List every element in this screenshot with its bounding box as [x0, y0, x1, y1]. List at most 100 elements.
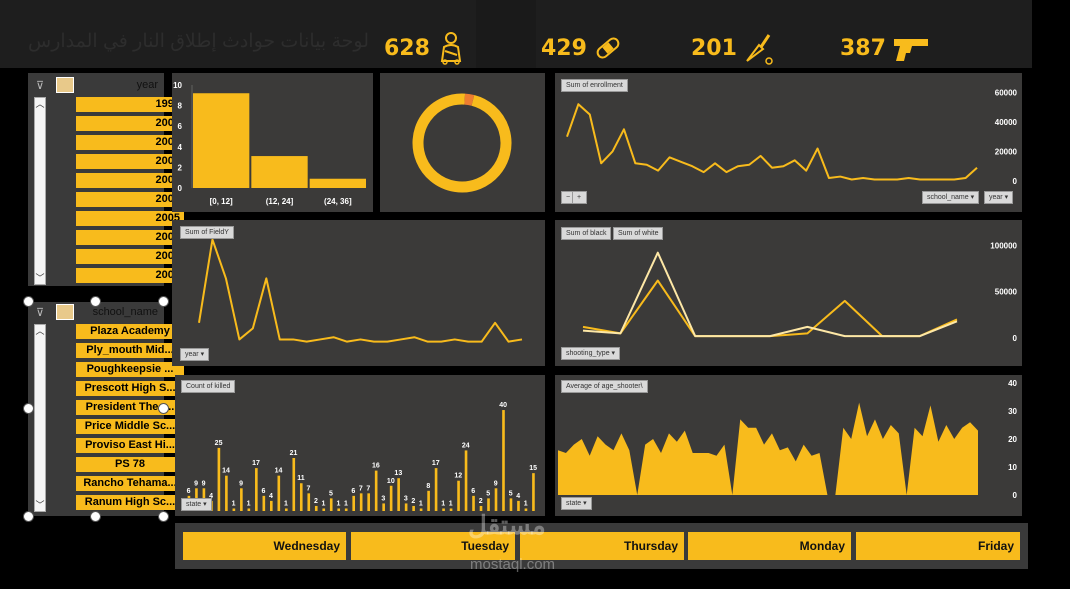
fieldy-title[interactable]: Sum of FieldY: [180, 226, 234, 239]
day-wednesday[interactable]: Wednesday: [183, 532, 346, 560]
kpi-gun-value: 387: [840, 35, 886, 61]
school-item[interactable]: President Theo...: [76, 400, 184, 415]
year-item[interactable]: 2006: [76, 230, 184, 245]
clear-filter-icon[interactable]: ⊽: [36, 80, 45, 92]
school-item[interactable]: Proviso East Hi...: [76, 438, 184, 453]
killed-title[interactable]: Count of killed: [181, 380, 236, 393]
year-item[interactable]: 2002: [76, 154, 184, 169]
resize-handle[interactable]: [23, 296, 34, 307]
killed-data-label: 3: [381, 495, 385, 502]
killed-data-label: 1: [232, 500, 236, 507]
hist-ytick: 10: [173, 81, 182, 90]
resize-handle[interactable]: [23, 403, 34, 414]
killed-bar: [277, 475, 281, 511]
school-item[interactable]: Prescott High S...: [76, 381, 184, 396]
killed-bar: [352, 495, 356, 511]
year-item[interactable]: 2004: [76, 192, 184, 207]
school-item[interactable]: Ply_mouth Mid...: [76, 343, 184, 358]
hist-ytick: 8: [178, 102, 183, 111]
black-white-panel[interactable]: Sum of black Sum of white shooting_type …: [555, 220, 1022, 366]
day-thursday[interactable]: Thursday: [520, 532, 684, 560]
bw-ytick: 0: [1013, 334, 1018, 343]
year-item[interactable]: 2000: [76, 116, 184, 131]
killed-filter-label: state: [186, 501, 202, 508]
series-line: [582, 251, 958, 338]
header-dark-block: [476, 0, 536, 68]
school-item[interactable]: PS 78: [76, 457, 184, 472]
day-tuesday[interactable]: Tuesday: [351, 532, 515, 560]
year-item[interactable]: 2007: [76, 249, 184, 264]
killed-data-label: 1: [344, 500, 348, 507]
histogram-panel[interactable]: 0 2 4 6 8 10 [0, 12] (12, 24] (24, 36]: [172, 73, 373, 212]
school-item[interactable]: Poughkeepsie ...: [76, 362, 184, 377]
age-state-filter-button[interactable]: state ▾: [561, 497, 592, 510]
enrollment-title[interactable]: Sum of enrollment: [561, 79, 628, 92]
killed-data-label: 25: [215, 440, 223, 447]
expand-button[interactable]: +: [572, 191, 587, 204]
year-filter-button[interactable]: year ▾: [984, 191, 1014, 204]
school-item[interactable]: Plaza Academy: [76, 324, 184, 339]
killed-data-label: 14: [222, 468, 230, 475]
day-friday[interactable]: Friday: [856, 532, 1020, 560]
enrollment-panel[interactable]: Sum of enrollment − + school_name ▾ year…: [555, 73, 1022, 212]
school-item[interactable]: Rancho Tehama...: [76, 476, 184, 491]
bw-ytick: 100000: [990, 241, 1017, 250]
killed-state-filter-button[interactable]: state ▾: [181, 498, 212, 511]
year-filter-label: year: [989, 194, 1003, 201]
killed-data-label: 5: [329, 490, 333, 497]
watermark-logo: مستقل: [468, 510, 546, 540]
scroll-up-icon[interactable]: ︿: [35, 99, 45, 109]
year-item[interactable]: 2003: [76, 173, 184, 188]
scroll-up-icon[interactable]: ︿: [35, 326, 45, 336]
killed-bar: [517, 500, 520, 511]
knife-icon: [746, 34, 773, 65]
resize-handle[interactable]: [158, 511, 169, 522]
multi-select-icon[interactable]: [56, 77, 74, 93]
year-item[interactable]: 2001: [76, 135, 184, 150]
year-item[interactable]: 2005: [76, 211, 184, 226]
killed-bar: [524, 508, 528, 511]
age-shooter-panel[interactable]: Average of age_shooter\ 0 10 20 30 40 state …: [555, 375, 1022, 516]
clear-filter-icon[interactable]: ⊽: [36, 307, 45, 319]
donut-slice: [464, 93, 475, 106]
killed-panel[interactable]: Count of killed 6 9 9 4 25 14 1 9 1 17 6 4 14 1 21 11 7 2…: [175, 375, 545, 516]
gun-icon: [893, 39, 928, 61]
year-item[interactable]: 1999: [76, 97, 184, 112]
age-shooter-title[interactable]: Average of age_shooter\: [561, 380, 648, 393]
resize-handle[interactable]: [158, 403, 169, 414]
killed-data-label: 17: [432, 460, 440, 467]
shooting-type-filter-button[interactable]: shooting_type ▾: [561, 347, 621, 360]
scroll-down-icon[interactable]: ﹀: [35, 500, 45, 510]
kpi-wounded: 429: [541, 30, 623, 66]
killed-bar: [472, 495, 475, 511]
killed-bar: [217, 447, 221, 511]
resize-handle[interactable]: [23, 511, 34, 522]
killed-bar: [367, 493, 370, 511]
year-slicer-scrollbar[interactable]: ︿ ﹀: [34, 97, 46, 285]
killed-data-label: 4: [269, 493, 273, 500]
legend-black[interactable]: Sum of black: [561, 227, 612, 240]
resize-handle[interactable]: [90, 296, 101, 307]
fieldy-filter-label: year: [185, 351, 199, 358]
fieldy-panel[interactable]: Sum of FieldY year ▾: [172, 220, 545, 366]
year-item[interactable]: 2008: [76, 268, 184, 283]
resize-handle[interactable]: [158, 296, 169, 307]
killed-data-label: 14: [275, 468, 283, 475]
school-slicer-scrollbar[interactable]: ︿ ﹀: [34, 324, 46, 512]
school-name-filter-button[interactable]: school_name ▾: [922, 191, 980, 204]
school-item[interactable]: Price Middle Sc...: [76, 419, 184, 434]
killed-bar: [337, 508, 341, 511]
killed-data-label: 4: [516, 493, 520, 500]
resize-handle[interactable]: [90, 511, 101, 522]
legend-white[interactable]: Sum of white: [613, 227, 664, 240]
killed-data-label: 17: [252, 460, 260, 467]
fieldy-year-filter-button[interactable]: year ▾: [180, 348, 210, 361]
school-item[interactable]: Ranum High Sc...: [76, 495, 184, 510]
dashboard-title: لوحة بيانات حوادث إطلاق النار في المدارس: [28, 31, 370, 52]
scroll-down-icon[interactable]: ﹀: [35, 273, 45, 283]
multi-select-icon[interactable]: [56, 304, 74, 320]
killed-data-label: 21: [290, 450, 298, 457]
donut-panel[interactable]: [380, 73, 545, 212]
day-monday[interactable]: Monday: [688, 532, 851, 560]
enrollment-ytick: 0: [1013, 177, 1018, 186]
